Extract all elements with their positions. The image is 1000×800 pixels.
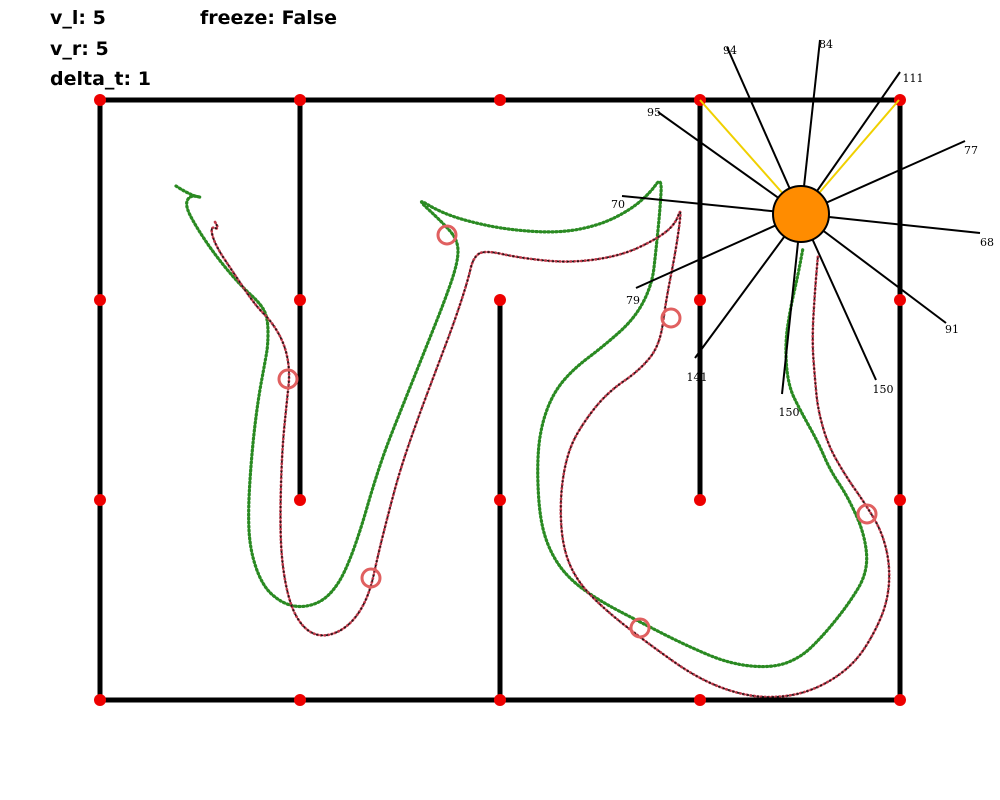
sensor-ray [800,213,877,381]
grid-point [294,694,306,706]
sensor-reading-label: 91 [945,323,959,336]
grid-point [494,694,506,706]
grid-point [894,294,906,306]
freeze-value: False [281,7,337,29]
grid-point [94,294,106,306]
grid-point [294,494,306,506]
sensor-ray [800,213,981,234]
grid-point [94,694,106,706]
robot: 84 111 77 68 91 150 150 141 79 70 95 94 [611,38,994,419]
delta-t-readout: delta_t: 1 [50,70,151,89]
sensor-reading-label: 77 [964,144,978,157]
sensor-ray [635,213,802,289]
robot-body [772,185,830,243]
freeze-label: freeze: [200,7,275,29]
estimated-trajectory-marks [210,211,890,698]
grid-points-layer [94,94,906,706]
grid-point [294,94,306,106]
sensor-reading-label: 70 [611,198,625,211]
sensor-reading-label: 150 [873,383,894,396]
landmark-marker [629,617,651,639]
landmark-marker [856,503,878,525]
sensor-ray [800,213,947,324]
landmarks-layer [277,224,878,639]
landmark-marker [277,368,299,390]
grid-point [694,494,706,506]
grid-point [894,494,906,506]
grid-point [94,494,106,506]
grid-point [694,294,706,306]
delta-t-value: 1 [137,68,151,90]
sensor-ray [657,111,802,215]
grid-point [294,294,306,306]
true-trajectory [174,180,869,669]
sensor-reading-label: 68 [980,236,994,249]
landmark-marker [360,567,382,589]
sensor-reading-label: 84 [819,38,833,51]
sensor-ray [621,195,802,215]
sensor-reading-label: 94 [723,44,737,57]
sensor-ray [726,46,802,215]
sensor-reading-label: 150 [779,406,800,419]
grid-point [494,94,506,106]
estimated-trajectory [210,210,891,699]
v-l-readout: v_l: 5 [50,9,106,28]
v-l-label: v_l: [50,7,86,29]
sensor-reading-label: 95 [647,106,661,119]
sensor-ray [800,140,966,215]
sensor-ray [800,39,821,215]
landmark-marker [660,307,682,329]
sensor-reading-label: 111 [903,72,924,85]
sensor-reading-label: 141 [687,371,708,384]
sensor-reading-label: 79 [626,294,640,307]
v-r-value: 5 [95,38,109,60]
grid-point [694,694,706,706]
sensor-ray [781,213,802,395]
grid-point [94,94,106,106]
landmark-marker [436,224,458,246]
freeze-readout: freeze: False [200,9,337,28]
sensor-ray [694,213,802,359]
v-r-label: v_r: [50,38,89,60]
grid-point [494,294,506,306]
trajectory-layer [174,180,891,699]
v-r-readout: v_r: 5 [50,40,109,59]
delta-t-label: delta_t: [50,68,132,90]
grid-point [494,494,506,506]
grid-point [894,694,906,706]
v-l-value: 5 [92,7,106,29]
